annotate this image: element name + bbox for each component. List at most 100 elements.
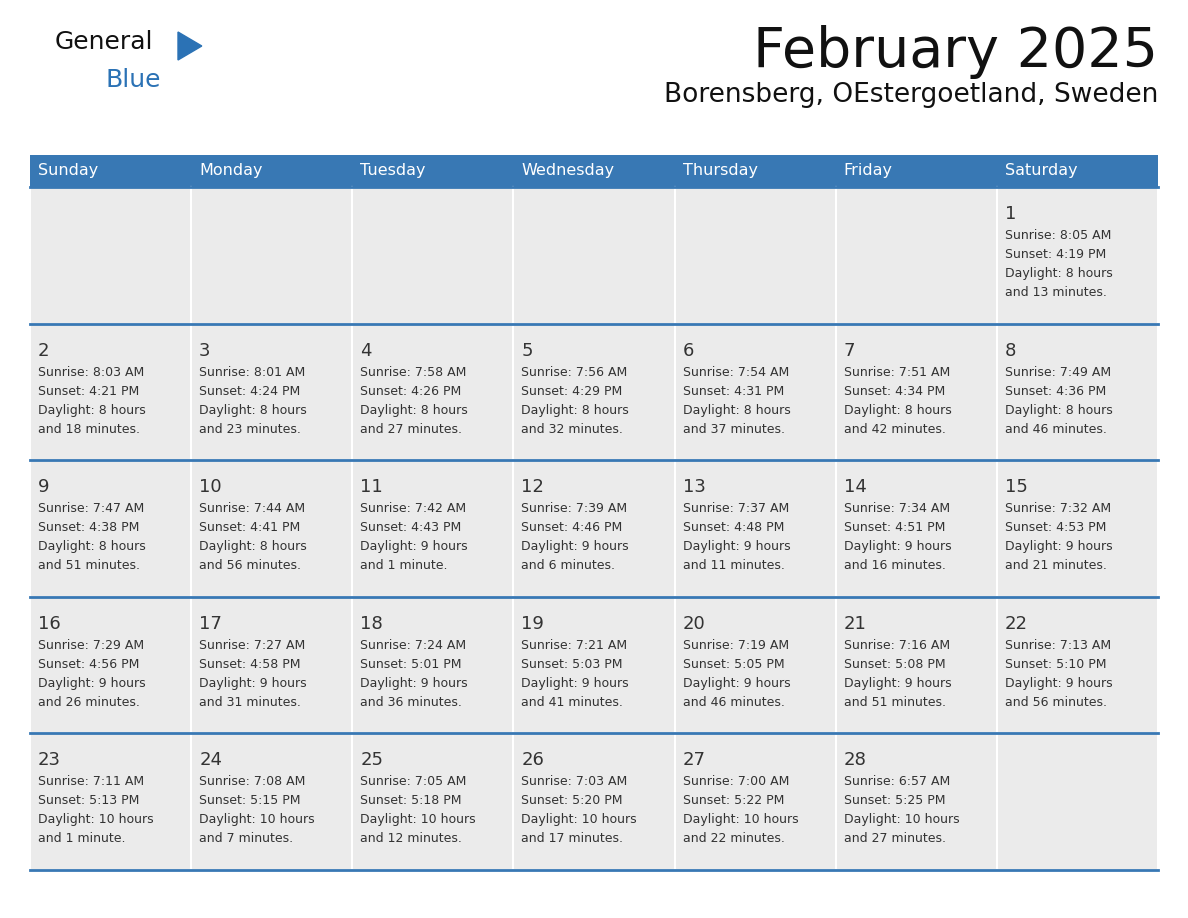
Bar xyxy=(191,324,353,460)
Bar xyxy=(835,733,997,870)
Text: Daylight: 9 hours: Daylight: 9 hours xyxy=(522,540,630,554)
Text: Sunrise: 7:47 AM: Sunrise: 7:47 AM xyxy=(38,502,144,515)
Text: Sunrise: 7:49 AM: Sunrise: 7:49 AM xyxy=(1005,365,1111,378)
Text: Daylight: 8 hours: Daylight: 8 hours xyxy=(522,404,630,417)
Bar xyxy=(30,155,191,187)
Bar xyxy=(675,733,835,870)
Text: Daylight: 10 hours: Daylight: 10 hours xyxy=(38,813,153,826)
Text: Sunset: 4:38 PM: Sunset: 4:38 PM xyxy=(38,521,139,534)
Text: Saturday: Saturday xyxy=(1005,163,1078,178)
Text: Sunset: 4:46 PM: Sunset: 4:46 PM xyxy=(522,521,623,534)
Text: 23: 23 xyxy=(38,752,61,769)
Text: and 56 minutes.: and 56 minutes. xyxy=(1005,696,1107,709)
Text: 2: 2 xyxy=(38,341,50,360)
Bar xyxy=(513,187,675,324)
Text: Tuesday: Tuesday xyxy=(360,163,425,178)
Text: Sunrise: 7:29 AM: Sunrise: 7:29 AM xyxy=(38,639,144,652)
Text: and 21 minutes.: and 21 minutes. xyxy=(1005,559,1107,572)
Text: Daylight: 9 hours: Daylight: 9 hours xyxy=(38,677,146,689)
Text: and 32 minutes.: and 32 minutes. xyxy=(522,422,624,436)
Text: Daylight: 8 hours: Daylight: 8 hours xyxy=(200,404,307,417)
Text: Sunrise: 7:56 AM: Sunrise: 7:56 AM xyxy=(522,365,627,378)
Text: and 26 minutes.: and 26 minutes. xyxy=(38,696,140,709)
Text: 25: 25 xyxy=(360,752,384,769)
Text: and 18 minutes.: and 18 minutes. xyxy=(38,422,140,436)
Text: Sunset: 5:22 PM: Sunset: 5:22 PM xyxy=(683,794,784,808)
Text: 24: 24 xyxy=(200,752,222,769)
Text: Sunrise: 7:05 AM: Sunrise: 7:05 AM xyxy=(360,776,467,789)
Text: Daylight: 9 hours: Daylight: 9 hours xyxy=(522,677,630,689)
Text: Daylight: 10 hours: Daylight: 10 hours xyxy=(360,813,476,826)
Text: 21: 21 xyxy=(843,615,866,633)
Text: Sunrise: 8:01 AM: Sunrise: 8:01 AM xyxy=(200,365,305,378)
Text: Daylight: 8 hours: Daylight: 8 hours xyxy=(200,540,307,554)
Text: 18: 18 xyxy=(360,615,383,633)
Text: and 22 minutes.: and 22 minutes. xyxy=(683,833,784,845)
Text: Daylight: 8 hours: Daylight: 8 hours xyxy=(360,404,468,417)
Text: Sunrise: 7:58 AM: Sunrise: 7:58 AM xyxy=(360,365,467,378)
Text: 7: 7 xyxy=(843,341,855,360)
Text: 10: 10 xyxy=(200,478,222,497)
Text: and 1 minute.: and 1 minute. xyxy=(360,559,448,572)
Text: Sunset: 5:10 PM: Sunset: 5:10 PM xyxy=(1005,658,1106,671)
Text: Sunset: 4:21 PM: Sunset: 4:21 PM xyxy=(38,385,139,397)
Bar xyxy=(191,733,353,870)
Text: 6: 6 xyxy=(683,341,694,360)
Text: Sunrise: 7:51 AM: Sunrise: 7:51 AM xyxy=(843,365,950,378)
Text: Daylight: 8 hours: Daylight: 8 hours xyxy=(1005,404,1113,417)
Bar xyxy=(30,187,191,324)
Text: Sunset: 5:15 PM: Sunset: 5:15 PM xyxy=(200,794,301,808)
Bar xyxy=(513,460,675,597)
Text: Sunset: 5:25 PM: Sunset: 5:25 PM xyxy=(843,794,946,808)
Text: 3: 3 xyxy=(200,341,210,360)
Text: Daylight: 10 hours: Daylight: 10 hours xyxy=(200,813,315,826)
Text: Sunrise: 6:57 AM: Sunrise: 6:57 AM xyxy=(843,776,950,789)
Text: Daylight: 10 hours: Daylight: 10 hours xyxy=(522,813,637,826)
Text: Sunrise: 7:39 AM: Sunrise: 7:39 AM xyxy=(522,502,627,515)
Text: Monday: Monday xyxy=(200,163,263,178)
Text: and 51 minutes.: and 51 minutes. xyxy=(38,559,140,572)
Text: 1: 1 xyxy=(1005,205,1016,223)
Bar xyxy=(997,187,1158,324)
Text: Sunrise: 7:03 AM: Sunrise: 7:03 AM xyxy=(522,776,627,789)
Text: and 7 minutes.: and 7 minutes. xyxy=(200,833,293,845)
Text: 14: 14 xyxy=(843,478,866,497)
Text: and 46 minutes.: and 46 minutes. xyxy=(1005,422,1107,436)
Text: Daylight: 9 hours: Daylight: 9 hours xyxy=(360,677,468,689)
Bar xyxy=(513,324,675,460)
Text: and 27 minutes.: and 27 minutes. xyxy=(360,422,462,436)
Bar xyxy=(30,460,191,597)
Text: Sunset: 4:36 PM: Sunset: 4:36 PM xyxy=(1005,385,1106,397)
Text: Borensberg, OEstergoetland, Sweden: Borensberg, OEstergoetland, Sweden xyxy=(664,82,1158,108)
Bar xyxy=(675,324,835,460)
Bar xyxy=(997,597,1158,733)
Text: 11: 11 xyxy=(360,478,383,497)
Text: and 17 minutes.: and 17 minutes. xyxy=(522,833,624,845)
Text: and 23 minutes.: and 23 minutes. xyxy=(200,422,301,436)
Bar xyxy=(191,597,353,733)
Text: 4: 4 xyxy=(360,341,372,360)
Text: Sunrise: 7:32 AM: Sunrise: 7:32 AM xyxy=(1005,502,1111,515)
Text: and 42 minutes.: and 42 minutes. xyxy=(843,422,946,436)
Bar xyxy=(353,460,513,597)
Bar xyxy=(675,155,835,187)
Text: and 12 minutes.: and 12 minutes. xyxy=(360,833,462,845)
Text: 20: 20 xyxy=(683,615,706,633)
Text: Daylight: 10 hours: Daylight: 10 hours xyxy=(683,813,798,826)
Text: Daylight: 8 hours: Daylight: 8 hours xyxy=(38,540,146,554)
Text: and 46 minutes.: and 46 minutes. xyxy=(683,696,784,709)
Text: Daylight: 9 hours: Daylight: 9 hours xyxy=(360,540,468,554)
Text: Sunrise: 7:27 AM: Sunrise: 7:27 AM xyxy=(200,639,305,652)
Text: Sunset: 4:56 PM: Sunset: 4:56 PM xyxy=(38,658,139,671)
Text: and 51 minutes.: and 51 minutes. xyxy=(843,696,946,709)
Bar xyxy=(997,733,1158,870)
Text: General: General xyxy=(55,30,153,54)
Text: Daylight: 8 hours: Daylight: 8 hours xyxy=(1005,267,1113,280)
Text: Sunset: 4:51 PM: Sunset: 4:51 PM xyxy=(843,521,946,534)
Text: Sunrise: 7:24 AM: Sunrise: 7:24 AM xyxy=(360,639,467,652)
Text: and 36 minutes.: and 36 minutes. xyxy=(360,696,462,709)
Text: and 41 minutes.: and 41 minutes. xyxy=(522,696,624,709)
Text: Sunset: 4:41 PM: Sunset: 4:41 PM xyxy=(200,521,301,534)
Bar xyxy=(30,733,191,870)
Text: 15: 15 xyxy=(1005,478,1028,497)
